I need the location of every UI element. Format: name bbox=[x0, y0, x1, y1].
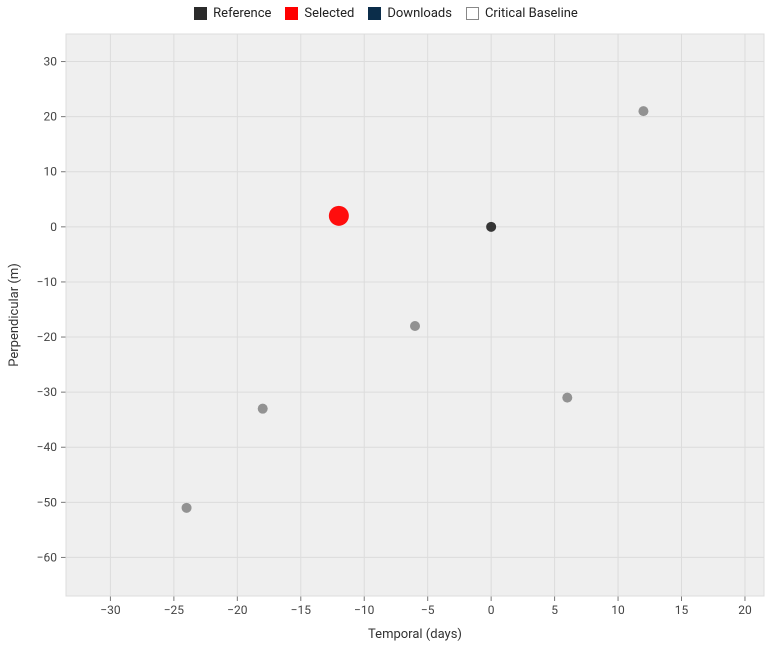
selected-point[interactable] bbox=[329, 206, 349, 226]
x-tick-label: 20 bbox=[738, 603, 752, 617]
y-tick-label: −30 bbox=[37, 385, 58, 399]
x-tick-label: −5 bbox=[421, 603, 435, 617]
y-tick-label: 0 bbox=[50, 220, 57, 234]
x-tick-label: 15 bbox=[675, 603, 689, 617]
legend-label: Downloads bbox=[387, 6, 452, 21]
y-tick-label: −40 bbox=[37, 440, 58, 454]
legend-swatch-critical-baseline bbox=[466, 7, 479, 20]
x-axis-ticks: −30 −25 −20 −15 −10 −5 0 5 10 15 20 bbox=[100, 596, 752, 617]
legend-label: Selected bbox=[304, 6, 354, 21]
baseline-scatter-chart: Reference Selected Downloads Critical Ba… bbox=[0, 0, 772, 655]
legend-label: Critical Baseline bbox=[485, 6, 578, 21]
chart-legend: Reference Selected Downloads Critical Ba… bbox=[0, 6, 772, 21]
legend-item-selected[interactable]: Selected bbox=[285, 6, 354, 21]
plot-area[interactable] bbox=[66, 34, 764, 596]
x-tick-label: −10 bbox=[354, 603, 375, 617]
y-tick-label: −20 bbox=[37, 330, 58, 344]
legend-item-reference[interactable]: Reference bbox=[194, 6, 271, 21]
legend-item-critical-baseline[interactable]: Critical Baseline bbox=[466, 6, 578, 21]
data-point[interactable] bbox=[638, 106, 648, 116]
chart-canvas: −30−25−20−15−10−505101520 −60−50−40−30−2… bbox=[0, 0, 772, 655]
y-tick-label: −10 bbox=[37, 275, 58, 289]
legend-swatch-selected bbox=[285, 7, 298, 20]
x-axis-label: Temporal (days) bbox=[368, 627, 462, 642]
x-tick-label: −30 bbox=[100, 603, 121, 617]
legend-swatch-reference bbox=[194, 7, 207, 20]
y-tick-label: 20 bbox=[44, 110, 58, 124]
data-point[interactable] bbox=[562, 393, 572, 403]
x-tick-label: 0 bbox=[488, 603, 495, 617]
legend-label: Reference bbox=[213, 6, 271, 21]
reference-point[interactable] bbox=[486, 222, 496, 232]
data-point[interactable] bbox=[258, 404, 268, 414]
data-point[interactable] bbox=[182, 503, 192, 513]
x-tick-label: 5 bbox=[551, 603, 558, 617]
x-tick-label: −25 bbox=[164, 603, 185, 617]
x-tick-label: −20 bbox=[227, 603, 248, 617]
y-axis-label: Perpendicular (m) bbox=[7, 263, 22, 367]
y-tick-label: 10 bbox=[44, 165, 58, 179]
y-tick-label: −50 bbox=[37, 495, 58, 509]
y-axis-ticks: −60 −50 −40 −30 −20 −10 0 10 20 30 bbox=[37, 55, 66, 565]
y-tick-label: −60 bbox=[37, 550, 58, 564]
x-tick-label: 10 bbox=[611, 603, 625, 617]
y-tick-label: 30 bbox=[44, 55, 58, 69]
x-tick-label: −15 bbox=[291, 603, 312, 617]
legend-swatch-downloads bbox=[368, 7, 381, 20]
legend-item-downloads[interactable]: Downloads bbox=[368, 6, 452, 21]
data-point[interactable] bbox=[410, 321, 420, 331]
